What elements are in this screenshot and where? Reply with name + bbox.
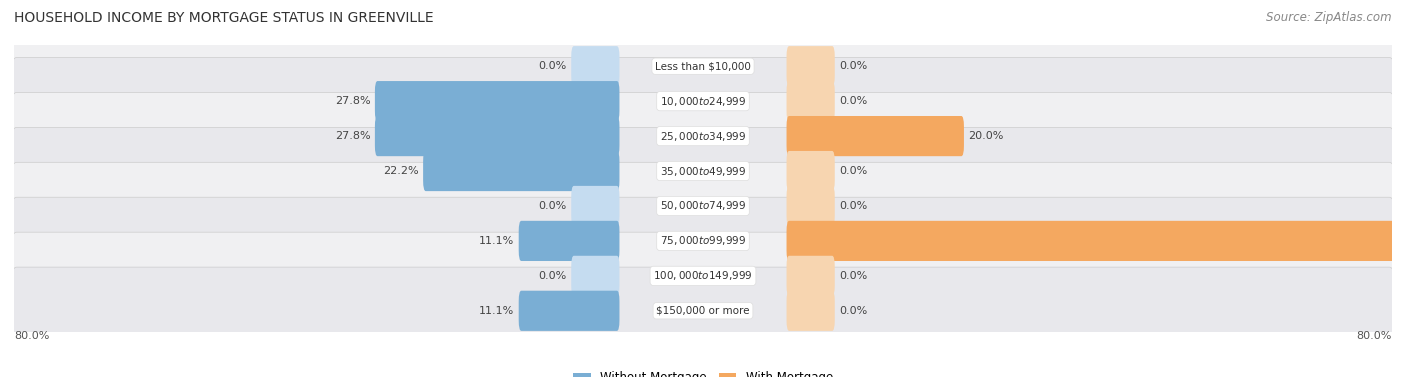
FancyBboxPatch shape [10, 267, 1396, 354]
Text: 0.0%: 0.0% [839, 61, 868, 71]
FancyBboxPatch shape [571, 186, 620, 226]
FancyBboxPatch shape [786, 221, 1406, 261]
Text: Source: ZipAtlas.com: Source: ZipAtlas.com [1267, 11, 1392, 24]
Text: 22.2%: 22.2% [384, 166, 419, 176]
Text: HOUSEHOLD INCOME BY MORTGAGE STATUS IN GREENVILLE: HOUSEHOLD INCOME BY MORTGAGE STATUS IN G… [14, 11, 433, 25]
FancyBboxPatch shape [786, 81, 835, 121]
Text: 0.0%: 0.0% [839, 96, 868, 106]
FancyBboxPatch shape [519, 291, 620, 331]
Text: 0.0%: 0.0% [839, 166, 868, 176]
FancyBboxPatch shape [786, 46, 835, 86]
FancyBboxPatch shape [11, 231, 1395, 320]
FancyBboxPatch shape [11, 196, 1395, 285]
Text: $10,000 to $24,999: $10,000 to $24,999 [659, 95, 747, 108]
FancyBboxPatch shape [786, 116, 965, 156]
FancyBboxPatch shape [423, 151, 620, 191]
Text: $35,000 to $49,999: $35,000 to $49,999 [659, 164, 747, 178]
Text: 27.8%: 27.8% [335, 96, 371, 106]
FancyBboxPatch shape [786, 186, 835, 226]
Text: $150,000 or more: $150,000 or more [657, 306, 749, 316]
FancyBboxPatch shape [11, 92, 1395, 181]
FancyBboxPatch shape [10, 232, 1396, 320]
FancyBboxPatch shape [375, 81, 620, 121]
FancyBboxPatch shape [786, 151, 835, 191]
Text: 0.0%: 0.0% [538, 201, 567, 211]
Text: $100,000 to $149,999: $100,000 to $149,999 [654, 269, 752, 282]
FancyBboxPatch shape [10, 57, 1396, 145]
Text: $25,000 to $34,999: $25,000 to $34,999 [659, 130, 747, 143]
Text: 80.0%: 80.0% [14, 331, 49, 341]
Legend: Without Mortgage, With Mortgage: Without Mortgage, With Mortgage [568, 366, 838, 377]
FancyBboxPatch shape [10, 92, 1396, 180]
FancyBboxPatch shape [571, 256, 620, 296]
FancyBboxPatch shape [11, 267, 1395, 355]
FancyBboxPatch shape [11, 162, 1395, 250]
Text: 20.0%: 20.0% [969, 131, 1004, 141]
FancyBboxPatch shape [11, 127, 1395, 215]
Text: 0.0%: 0.0% [839, 306, 868, 316]
Text: 0.0%: 0.0% [538, 61, 567, 71]
Text: $75,000 to $99,999: $75,000 to $99,999 [659, 234, 747, 247]
Text: Less than $10,000: Less than $10,000 [655, 61, 751, 71]
Text: 11.1%: 11.1% [479, 306, 515, 316]
FancyBboxPatch shape [786, 291, 835, 331]
Text: 80.0%: 80.0% [1357, 331, 1392, 341]
FancyBboxPatch shape [519, 221, 620, 261]
FancyBboxPatch shape [11, 22, 1395, 110]
FancyBboxPatch shape [571, 46, 620, 86]
FancyBboxPatch shape [10, 23, 1396, 110]
Text: 27.8%: 27.8% [335, 131, 371, 141]
Text: $50,000 to $74,999: $50,000 to $74,999 [659, 199, 747, 213]
Text: 0.0%: 0.0% [839, 271, 868, 281]
Text: 0.0%: 0.0% [538, 271, 567, 281]
FancyBboxPatch shape [786, 256, 835, 296]
FancyBboxPatch shape [11, 57, 1395, 146]
FancyBboxPatch shape [10, 127, 1396, 215]
FancyBboxPatch shape [375, 116, 620, 156]
FancyBboxPatch shape [10, 162, 1396, 250]
Text: 11.1%: 11.1% [479, 236, 515, 246]
FancyBboxPatch shape [10, 197, 1396, 285]
Text: 0.0%: 0.0% [839, 201, 868, 211]
